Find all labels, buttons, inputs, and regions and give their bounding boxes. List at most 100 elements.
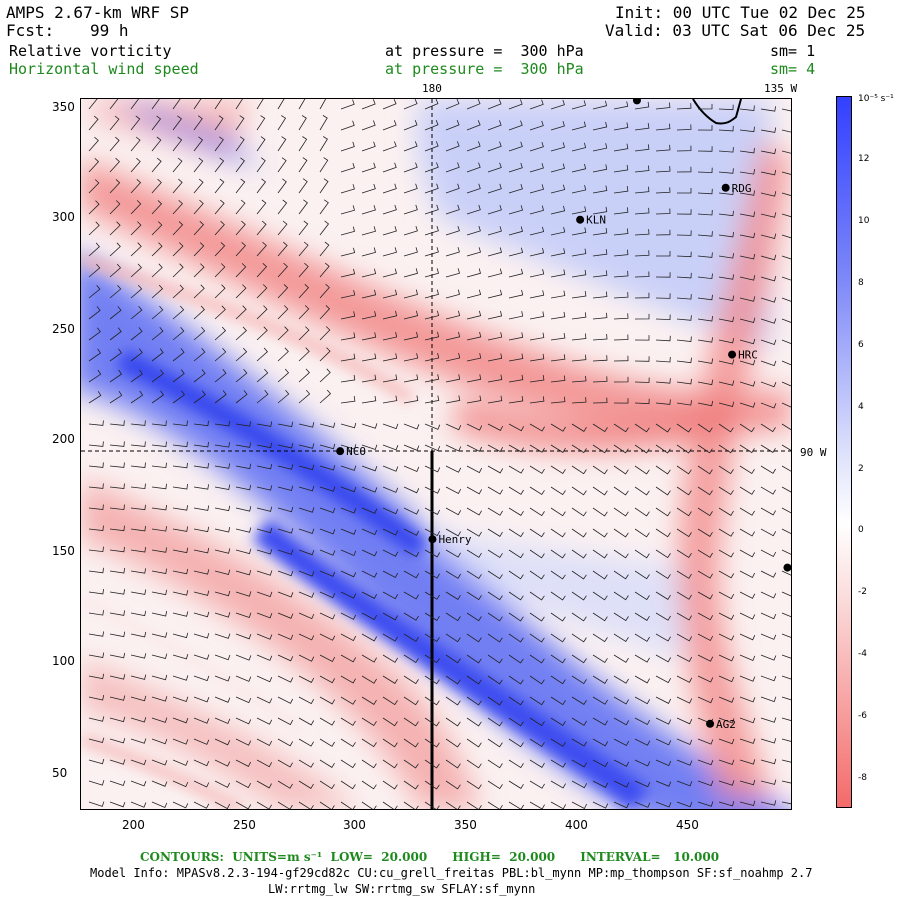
- wind-barb: [109, 589, 125, 595]
- wind-barb: [445, 465, 462, 473]
- wind-barb: [403, 759, 419, 769]
- wind-barb: [697, 400, 714, 407]
- wind-barb: [109, 462, 125, 468]
- wind-barb: [424, 717, 440, 727]
- wind-barb: [613, 654, 629, 663]
- wind-barb: [676, 209, 692, 215]
- wind-barb: [508, 633, 524, 643]
- wind-barb: [697, 188, 713, 195]
- wind-barb: [571, 423, 587, 432]
- wind-barb: [487, 204, 502, 215]
- wind-barb: [613, 423, 629, 433]
- station-label: NCO: [346, 445, 366, 458]
- wind-barb: [277, 612, 294, 619]
- wind-barb: [361, 486, 378, 493]
- wind-barb: [718, 189, 734, 195]
- wind-barb: [172, 759, 189, 766]
- wind-barb: [781, 738, 791, 742]
- wind-barb: [718, 338, 735, 344]
- wind-barb: [466, 801, 482, 809]
- wind-barb: [613, 228, 629, 236]
- wind-barb: [571, 248, 587, 257]
- wind-barb: [634, 444, 650, 454]
- wind-barb: [655, 801, 672, 808]
- wind-barb: [277, 241, 288, 257]
- wind-barb: [172, 178, 183, 194]
- wind-barb: [466, 486, 483, 495]
- wind-barb: [445, 759, 461, 769]
- wind-barb: [571, 100, 586, 110]
- wind-barb: [508, 696, 524, 706]
- wind-barb: [256, 527, 273, 534]
- wind-barb: [130, 801, 147, 808]
- wind-barb: [151, 221, 163, 236]
- wind-barb: [403, 331, 419, 341]
- wind-barb: [739, 717, 756, 724]
- wind-barb: [88, 462, 104, 468]
- wind-barb: [361, 183, 376, 194]
- wind-barb: [109, 221, 121, 236]
- wind-barb: [466, 465, 483, 474]
- wind-barb: [781, 297, 791, 302]
- wind-barb: [487, 226, 502, 236]
- wind-barb: [613, 164, 629, 173]
- wind-barb: [571, 397, 587, 404]
- wind-barb: [319, 220, 330, 236]
- wind-barb: [655, 486, 671, 496]
- wind-barb: [487, 353, 503, 362]
- wind-barb: [634, 292, 650, 299]
- wind-barb: [655, 229, 671, 236]
- wind-barb: [424, 507, 441, 515]
- wind-barb: [445, 549, 461, 558]
- wind-barb: [424, 395, 440, 404]
- wind-barb: [172, 221, 184, 236]
- wind-barb: [676, 400, 692, 406]
- wind-barb: [403, 268, 418, 278]
- wind-barb: [277, 284, 289, 299]
- wind-barb: [235, 654, 252, 661]
- wind-barb: [172, 738, 189, 745]
- wind-barb: [739, 253, 756, 260]
- meridian-90w-label: 90 W: [800, 446, 827, 459]
- wind-barb: [130, 369, 143, 383]
- wind-barb: [676, 378, 692, 385]
- wind-barb: [592, 164, 608, 173]
- wind-barb: [760, 465, 776, 474]
- wind-barb: [718, 486, 734, 496]
- wind-barb: [235, 717, 252, 725]
- wind-barb: [655, 759, 672, 767]
- wind-barb: [256, 421, 273, 427]
- wind-barb: [424, 225, 439, 236]
- wind-barb: [529, 507, 545, 517]
- wind-barb: [571, 227, 587, 236]
- wind-barb: [739, 759, 756, 765]
- wind-barb: [109, 674, 126, 680]
- wind-barb: [319, 136, 328, 152]
- wind-barb: [298, 115, 307, 131]
- wind-barb: [235, 199, 246, 215]
- wind-barb: [508, 120, 523, 131]
- wind-barb: [760, 233, 777, 239]
- vorticity-field: [81, 99, 791, 809]
- wind-barb: [88, 200, 100, 215]
- wind-barb: [739, 147, 755, 154]
- wind-barb: [403, 738, 419, 748]
- wind-barb: [697, 759, 714, 766]
- wind-barb: [529, 120, 544, 131]
- wind-barb: [172, 632, 189, 639]
- station-dot: [783, 563, 791, 572]
- wind-barb: [676, 444, 692, 454]
- wind-barb: [781, 696, 791, 701]
- forecast-label: Fcst:: [6, 21, 55, 40]
- wind-barb: [634, 144, 650, 152]
- wind-barb: [151, 568, 168, 574]
- wind-barb: [592, 270, 608, 278]
- station-markers: RDG KLN HRC NCO Henry AG2: [336, 99, 791, 731]
- wind-barb: [235, 115, 245, 131]
- wind-barb: [88, 179, 100, 194]
- wind-barb: [403, 612, 419, 621]
- wind-barb: [613, 717, 630, 726]
- wind-barb: [781, 108, 791, 112]
- wind-barb: [151, 242, 163, 257]
- wind-barb: [718, 633, 735, 641]
